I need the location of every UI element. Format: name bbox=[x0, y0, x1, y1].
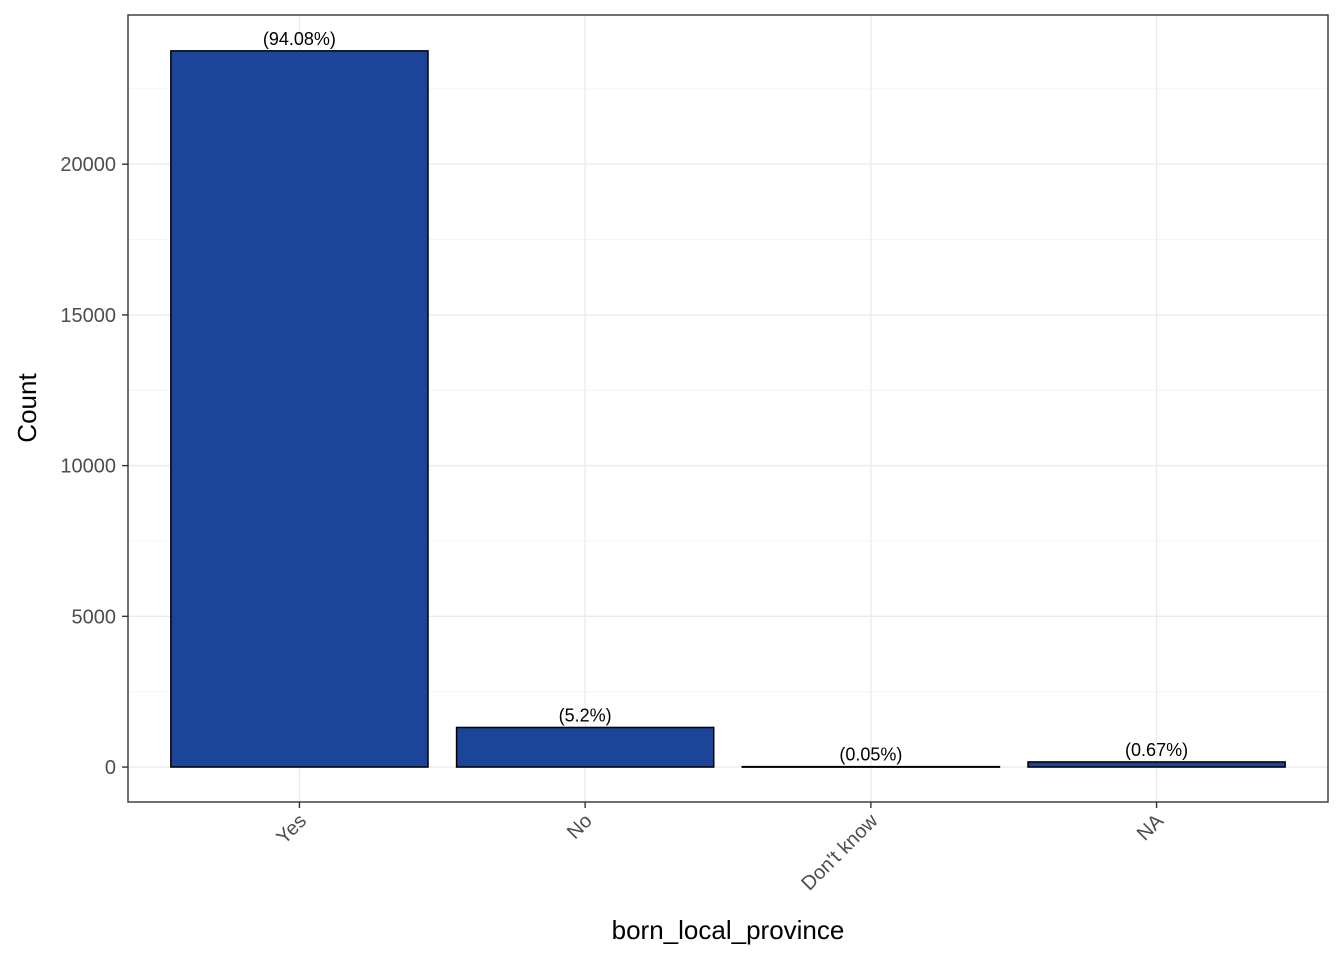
bar bbox=[170, 50, 429, 768]
data-labels: (94.08%) (5.2%) (0.05%) (0.67%) bbox=[263, 29, 1188, 765]
y-tick-label: 20000 bbox=[60, 154, 116, 176]
y-axis-title: Count bbox=[12, 373, 42, 443]
data-label: (94.08%) bbox=[263, 29, 336, 49]
data-label: (0.05%) bbox=[839, 745, 902, 765]
y-axis: 0 5000 10000 15000 20000 bbox=[60, 154, 128, 779]
bars bbox=[170, 50, 1286, 768]
panel-border bbox=[127, 14, 1329, 803]
y-tick-label: 5000 bbox=[72, 606, 117, 628]
bar bbox=[455, 726, 715, 768]
y-tick-label: 15000 bbox=[60, 305, 116, 327]
y-tick-label: 0 bbox=[105, 757, 116, 779]
data-label: (0.67%) bbox=[1125, 740, 1188, 760]
data-label: (5.2%) bbox=[559, 705, 612, 725]
x-axis-title: born_local_province bbox=[612, 915, 845, 945]
y-tick-label: 10000 bbox=[60, 456, 116, 478]
bar bbox=[1027, 761, 1286, 768]
bar bbox=[741, 765, 1001, 768]
